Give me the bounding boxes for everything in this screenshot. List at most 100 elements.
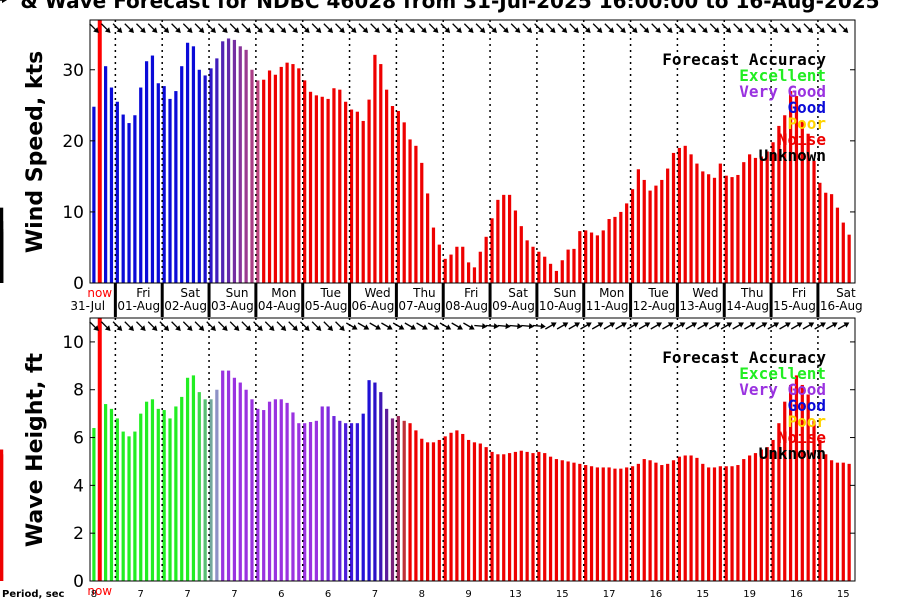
bar [139,413,143,581]
day-dow-label: Mon [599,286,624,300]
bar [642,179,646,283]
y-tick-label: 10 [62,203,84,223]
direction-arrow [100,23,111,33]
direction-arrow [532,323,546,330]
bar [607,467,611,581]
direction-arrow [485,323,499,330]
direction-arrow [580,23,591,33]
direction-arrow [345,322,358,330]
bar [426,193,430,283]
bar [449,254,453,283]
bar [197,69,201,283]
bar [543,256,547,283]
bar [683,455,687,581]
period-value: 17 [603,589,616,600]
bar [654,185,658,283]
day-dow-label: Mon [271,286,296,300]
legend-entry: Very Good [739,380,826,399]
direction-arrow [369,322,381,330]
bar [560,260,564,283]
direction-arrow [733,23,743,33]
direction-arrow [112,23,123,33]
direction-arrow [756,23,767,33]
bar [303,80,307,283]
direction-arrow [206,23,216,33]
bar [472,442,477,581]
day-dow-label: Wed [364,286,390,300]
bar [829,194,834,283]
bar [461,246,465,283]
direction-arrow [194,321,205,331]
direction-arrow [627,23,638,33]
bar [308,422,313,581]
plot-frame [89,19,856,284]
bar [525,451,529,581]
direction-arrow [674,23,685,33]
bar [712,177,717,283]
direction-arrow [686,23,697,33]
bar [332,88,336,284]
direction-arrow [780,23,790,33]
day-dow-label: Sat [836,286,856,300]
direction-arrow [288,23,298,33]
direction-arrow [838,23,849,33]
bar [736,174,740,283]
period-value: 7 [184,589,190,600]
direction-arrow [417,23,427,33]
bar [390,418,395,581]
bar [156,408,160,581]
direction-arrow [194,23,205,33]
day-date-label: 06-Aug [352,299,395,313]
direction-arrow [603,322,616,330]
direction-arrow [521,323,535,330]
day-dow-label: Tue [319,286,341,300]
bar [127,436,131,581]
bar [507,453,512,581]
direction-arrow [370,23,380,33]
direction-arrow [522,23,533,33]
period-value: 6 [325,589,331,600]
direction-arrow [534,23,544,33]
bar [443,436,447,581]
bar [361,120,365,283]
bar [162,410,166,581]
direction-arrow [276,23,287,33]
direction-arrow [604,23,615,33]
direction-arrow [241,23,252,33]
bar [273,399,278,581]
bar [613,216,617,283]
direction-arrow [147,23,158,33]
bar [133,431,137,581]
direction-arrow [568,322,581,330]
bar [332,416,336,581]
direction-arrow [112,321,123,331]
direction-arrow [253,23,263,33]
bar [812,160,816,283]
bar [226,370,231,581]
bar [215,58,219,283]
day-date-label: 08-Aug [445,299,488,313]
bar [426,442,430,581]
bar [431,442,436,581]
bar [753,453,758,581]
legend-entry: Poor [787,114,826,133]
bar [484,447,488,581]
direction-arrow [206,321,216,331]
bar [824,454,828,581]
bar [104,404,108,581]
bar [765,151,769,283]
direction-arrow [767,322,780,330]
bar [420,162,424,283]
direction-arrow [427,322,440,330]
direction-arrow [685,322,698,330]
bar [648,190,652,283]
direction-arrow [463,23,474,33]
legend-entry: Good [787,396,826,415]
bar [847,463,851,581]
bar [402,122,406,283]
bar [718,466,722,581]
now-label: now [87,584,112,598]
y-axis-label: Wind Speed, kts [23,51,48,253]
direction-arrow [124,23,134,33]
direction-arrow [323,321,334,331]
